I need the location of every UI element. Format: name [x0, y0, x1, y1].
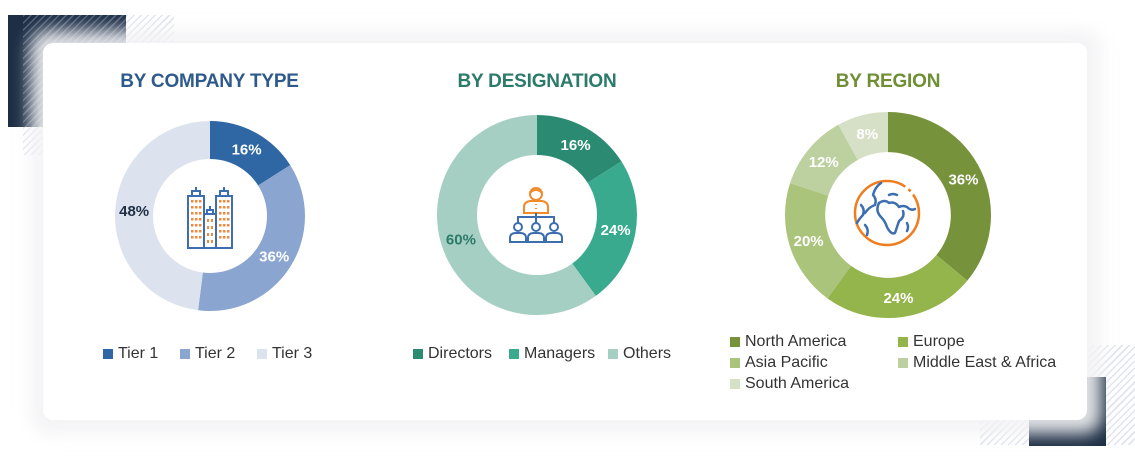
legend-item-middle-east-africa: Middle East & Africa [898, 354, 1056, 372]
swatch-tier-1 [103, 349, 113, 359]
legend-label: South America [745, 375, 850, 392]
legend-item-others: Others [608, 345, 671, 363]
swatch-north-america [730, 337, 740, 347]
slice-value-label: 48% [119, 203, 149, 220]
donut-slice-north-america [888, 112, 991, 281]
donut-slice-tier-1 [210, 121, 291, 186]
donut-slice-south-america [838, 112, 888, 160]
donut-slice-middle-east-africa [790, 124, 858, 196]
panel-designation: BY DESIGNATION 16% 24% 60% [376, 43, 698, 420]
swatch-asia-pacific [730, 358, 740, 368]
legend-label: Middle East & Africa [913, 354, 1057, 371]
slice-value-label: 16% [232, 141, 262, 158]
slice-value-label: 24% [601, 222, 631, 239]
buildings-icon [185, 186, 235, 255]
legend-item-tier-2: Tier 2 [180, 345, 235, 363]
legend-item-tier-3: Tier 3 [257, 345, 312, 363]
legend-item-asia-pacific: Asia Pacific [730, 354, 828, 372]
donut-svg: 16% 36% 48% [114, 120, 305, 311]
swatch-others [608, 349, 618, 359]
slice-value-label: 8% [856, 126, 878, 143]
panel-title: BY REGION [835, 71, 941, 92]
donut-slice-europe [827, 255, 968, 318]
donut-chart-company-type: 16% 36% 48% [114, 120, 305, 311]
globe-icon [851, 177, 923, 254]
legend-label: Tier 1 [118, 345, 159, 362]
legend-item-north-america: North America [730, 333, 846, 351]
slice-value-label: 36% [948, 171, 978, 188]
donut-slice-directors [537, 115, 622, 183]
slice-value-label: 60% [446, 232, 476, 249]
swatch-tier-2 [180, 349, 190, 359]
legend-label: Tier 3 [272, 345, 313, 362]
panel-title: BY DESIGNATION [457, 71, 617, 92]
org-hierarchy-icon [508, 185, 564, 250]
swatch-europe [898, 337, 908, 347]
legend-item-directors: Directors [413, 345, 492, 363]
legend-label: Directors [428, 345, 493, 362]
legend-item-south-america: South America [730, 375, 849, 393]
donut-slice-asia-pacific [785, 183, 852, 299]
donut-svg: 16% 24% 60% [436, 115, 637, 315]
donut-chart-designation: 16% 24% 60% [436, 115, 637, 315]
legend-label: Asia Pacific [745, 354, 828, 371]
donut-chart-region: 36% 24% 20% 12% 8% [785, 112, 991, 318]
donut-slice-managers [572, 161, 637, 296]
swatch-managers [509, 349, 519, 359]
swatch-directors [413, 349, 423, 359]
legend-label: Others [623, 345, 672, 362]
legend-label: Tier 2 [195, 345, 236, 362]
donut-svg: 36% 24% 20% 12% 8% [785, 112, 991, 318]
legend-item-tier-1: Tier 1 [103, 345, 158, 363]
donut-slice-tier-3 [114, 120, 210, 311]
panel-region: BY REGION 36% 24% 20% 12% 8% No [698, 43, 1087, 420]
donut-slice-others [436, 115, 596, 315]
swatch-middle-east-africa [898, 358, 908, 368]
swatch-south-america [730, 379, 740, 389]
legend-label: North America [745, 333, 847, 350]
panel-title: BY COMPANY TYPE [120, 71, 299, 92]
legend-item-managers: Managers [509, 345, 595, 363]
donut-slice-tier-2 [198, 165, 305, 311]
swatch-tier-3 [257, 349, 267, 359]
slice-value-label: 36% [259, 249, 289, 266]
slice-value-label: 24% [883, 290, 913, 307]
slice-value-label: 16% [561, 137, 591, 154]
legend-label: Managers [524, 345, 596, 362]
slice-value-label: 12% [809, 154, 839, 171]
legend-label: Europe [913, 333, 965, 350]
segmentation-card: BY COMPANY TYPE 16% 36% 48% [43, 43, 1087, 420]
legend-item-europe: Europe [898, 333, 965, 351]
panel-company-type: BY COMPANY TYPE 16% 36% 48% [43, 43, 376, 420]
slice-value-label: 20% [794, 233, 824, 250]
